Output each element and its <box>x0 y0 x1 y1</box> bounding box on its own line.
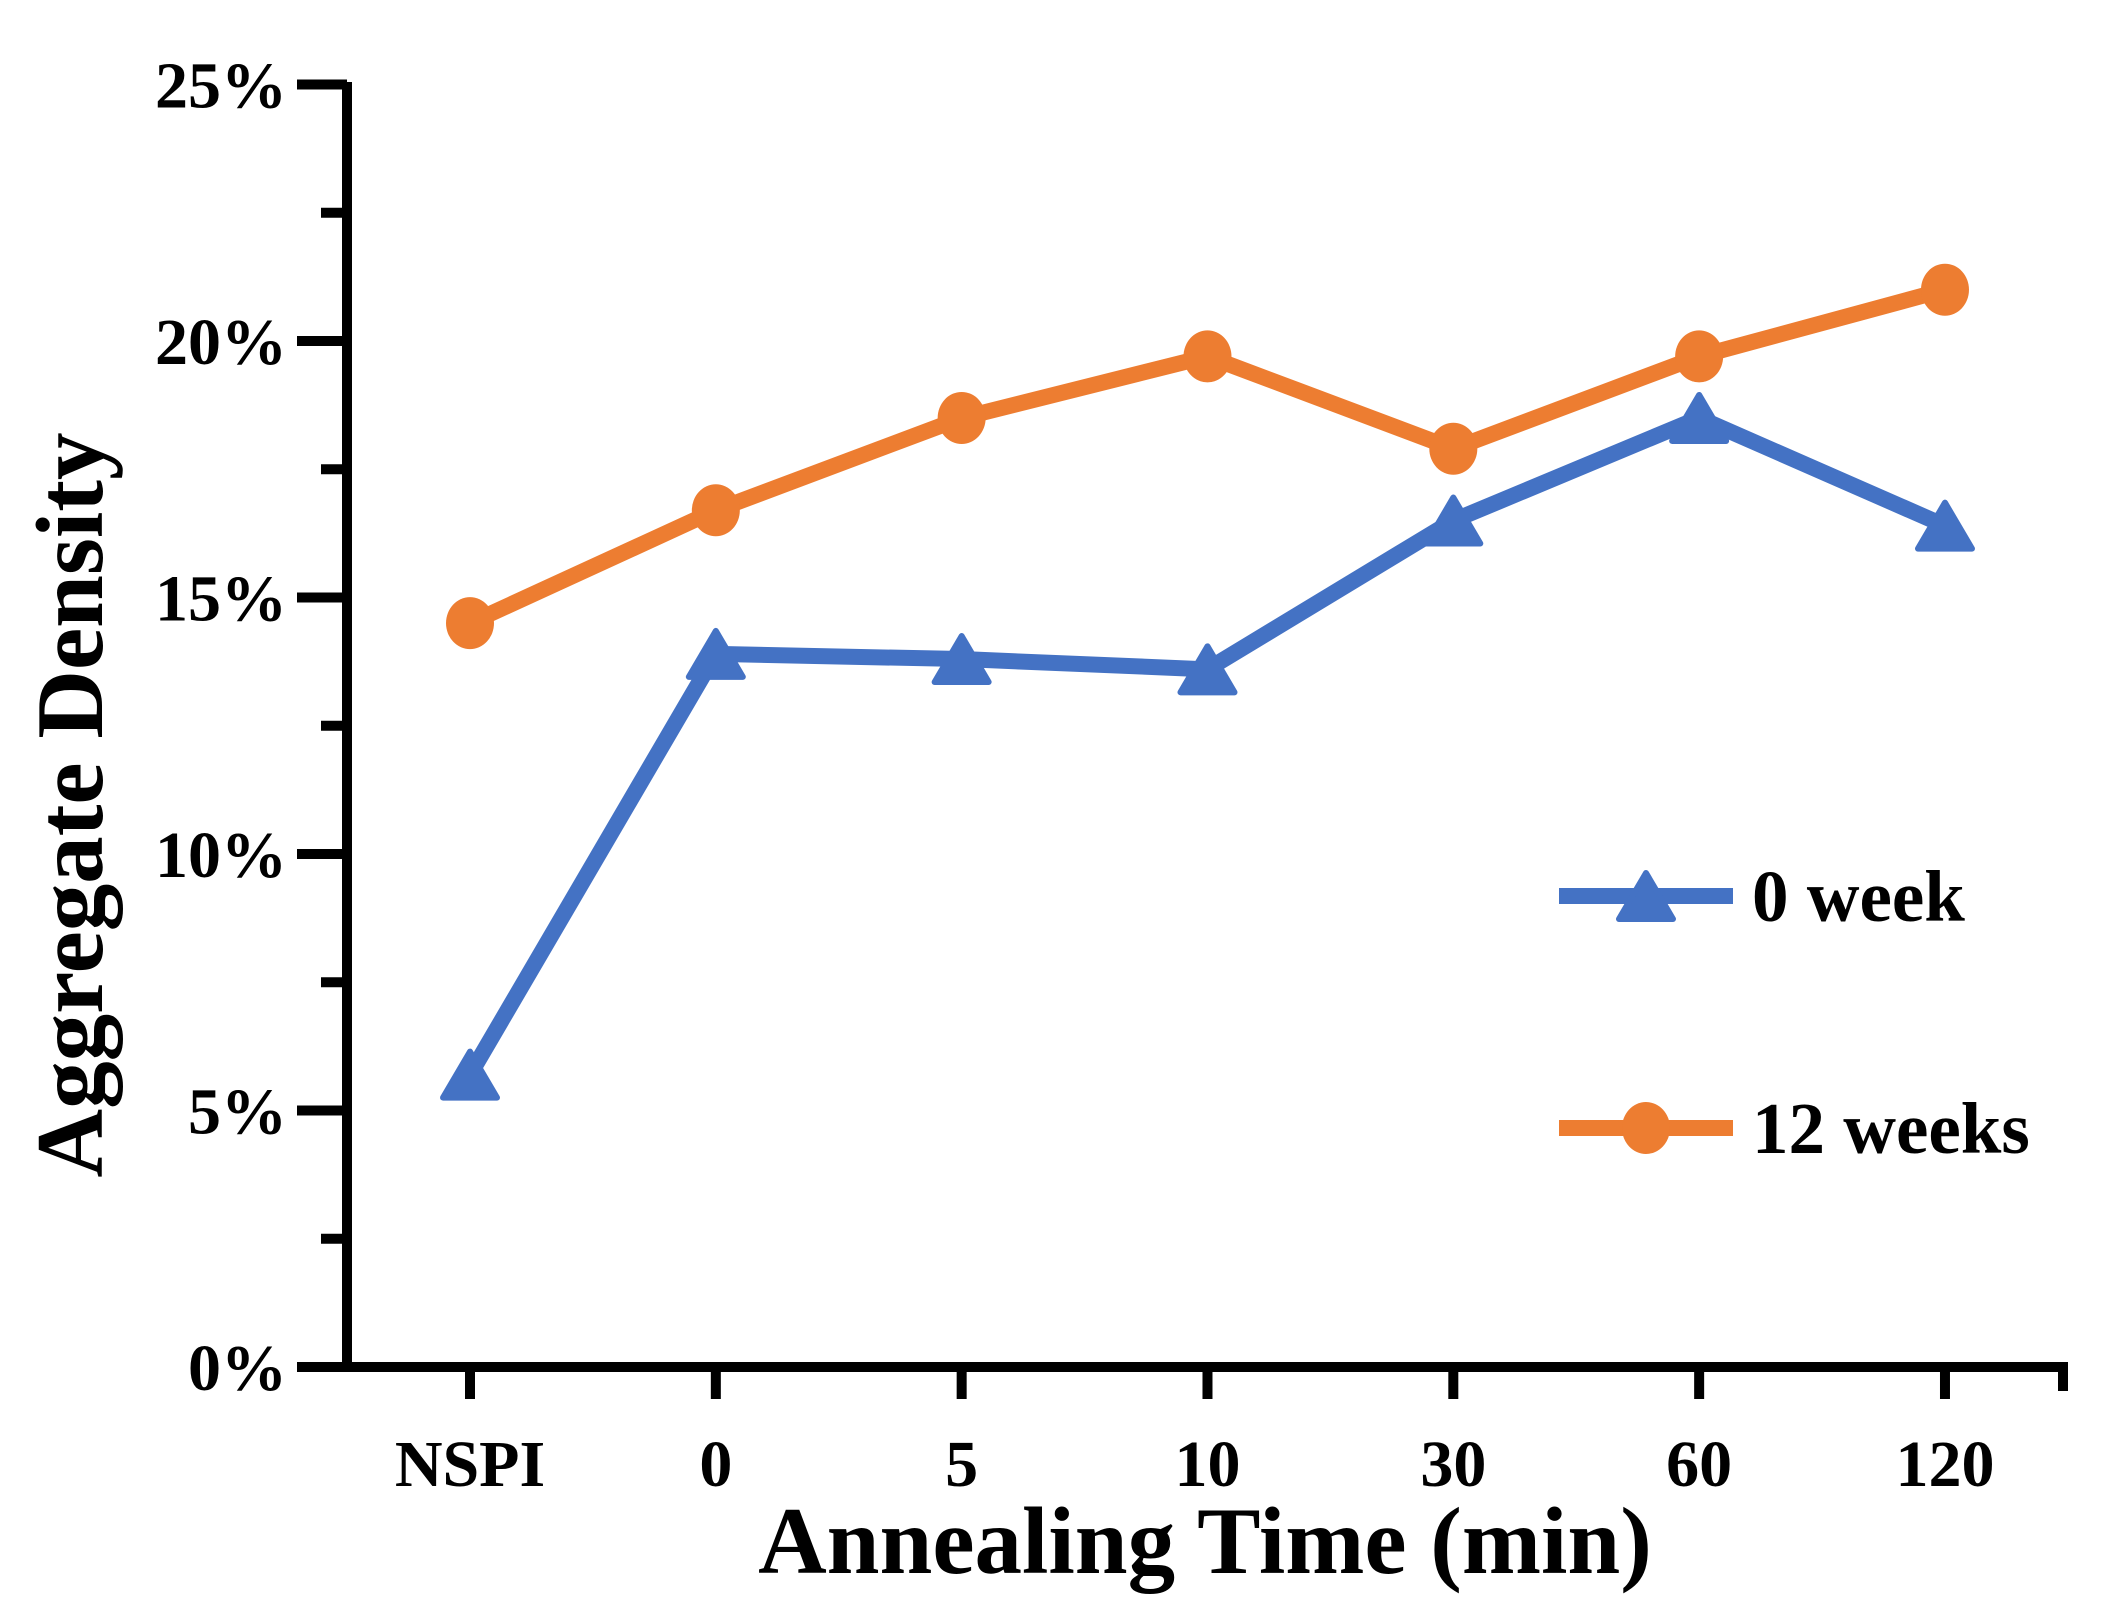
data-point-circle <box>1675 330 1724 383</box>
x-tick-label: 120 <box>1895 1428 1994 1501</box>
data-point-triangle <box>685 627 746 680</box>
legend-label: 0 week <box>1752 856 1965 937</box>
legend-triangle-marker <box>1616 870 1676 922</box>
data-point-circle <box>937 391 986 444</box>
data-point-triangle <box>1423 494 1484 547</box>
y-tick-label: 25% <box>155 50 287 123</box>
data-point-circle <box>446 597 494 650</box>
x-axis-title: Annealing Time (min) <box>758 1488 1652 1594</box>
x-tick-label: NSPI <box>395 1428 545 1501</box>
legend-circle-marker <box>1622 1102 1670 1154</box>
x-tick-label: 10 <box>1174 1428 1240 1501</box>
y-tick-label: 5% <box>188 1076 287 1149</box>
data-point-circle <box>691 484 740 537</box>
data-point-circle <box>1183 330 1232 383</box>
y-tick-label: 20% <box>155 306 287 379</box>
data-point-circle <box>1920 263 1969 316</box>
data-series <box>440 263 1975 1101</box>
data-point-triangle <box>1669 391 1730 444</box>
axes <box>342 82 2068 1391</box>
data-point-triangle <box>931 633 992 686</box>
x-tick-label: 5 <box>945 1428 978 1501</box>
data-point-triangle <box>1914 499 1975 552</box>
data-point-triangle <box>1177 643 1238 696</box>
axis-ticks <box>297 79 1950 1399</box>
x-tick-label: 30 <box>1420 1428 1486 1501</box>
y-tick-label: 10% <box>155 819 287 892</box>
data-point-triangle <box>440 1048 500 1101</box>
legend: 0 week 12 weeks <box>1559 856 2030 1169</box>
axis-tick-labels: 0% 5% 10% 15% 20% 25% NSPI 0 5 10 30 60 120 <box>155 50 1994 1502</box>
data-point-circle <box>1429 422 1478 475</box>
legend-label: 12 weeks <box>1752 1088 2030 1169</box>
x-tick-label: 0 <box>699 1428 732 1501</box>
y-axis-title: Aggregate Density <box>17 433 123 1178</box>
y-tick-label: 15% <box>155 563 287 636</box>
y-tick-label: 0% <box>188 1332 287 1405</box>
x-tick-label: 60 <box>1666 1428 1732 1501</box>
